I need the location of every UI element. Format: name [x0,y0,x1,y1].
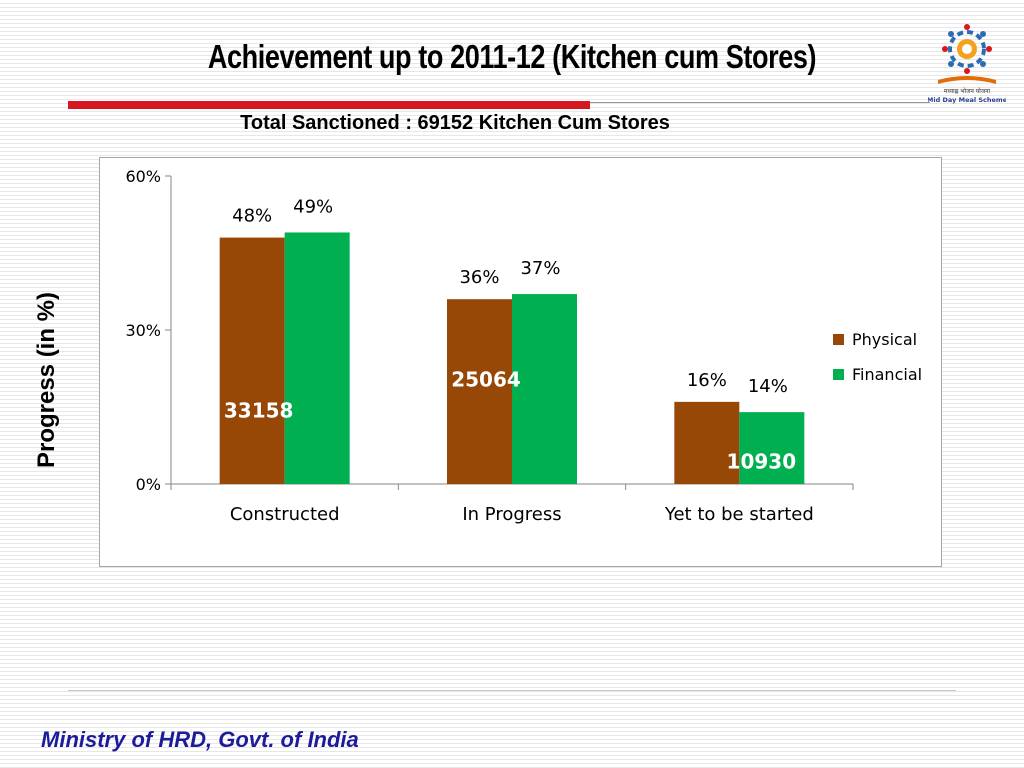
kitchen-count-label: 25064 [451,367,521,391]
legend-label-physical: Physical [852,330,917,349]
chart-frame: 0% 30% 60% 48% 49% 33158 Constructed 36% 37% 2506… [99,157,942,567]
bar-value-label: 37% [520,258,560,279]
bar-financial [284,232,350,484]
bar-value-label: 14% [748,376,788,397]
bar-financial [512,294,577,484]
slide-title: Achievement up to 2011-12 (Kitchen cum S… [207,38,817,75]
footer-text: Ministry of HRD, Govt. of India [41,727,359,752]
bar-physical [447,299,512,484]
y-tick-label: 0% [136,475,161,494]
y-axis-label: Progress (in %) [33,291,60,469]
bar-value-label: 36% [459,267,499,288]
x-category-label: Constructed [230,504,340,525]
logo-book-icon [938,76,996,84]
y-tick-label: 30% [125,321,161,340]
bar-physical [219,237,285,484]
legend-swatch-financial [833,369,844,380]
logo-english-text: Mid Day Meal Scheme [928,96,1006,104]
bar-value-label: 48% [232,206,272,227]
footer-divider [68,690,956,691]
total-sanctioned-subtitle: Total Sanctioned : 69152 Kitchen Cum Sto… [240,112,670,134]
x-category-label: Yet to be started [664,504,814,525]
title-accent-rule [68,101,590,109]
y-tick-label: 60% [125,167,161,186]
legend-swatch-physical [833,334,844,345]
mid-day-meal-logo: मध्याह्न भोजन योजना Mid Day Meal Scheme [927,16,1008,106]
bar-value-label: 16% [687,370,727,391]
title-divider [590,102,930,103]
logo-figures-ring [942,24,992,74]
bar-financial [739,412,805,484]
bar-value-label: 49% [293,196,333,217]
bar-physical [674,401,740,484]
x-category-label: In Progress [462,504,561,525]
kitchen-count-label: 33158 [224,398,294,422]
legend-label-financial: Financial [852,365,922,384]
progress-bar-chart: 0% 30% 60% 48% 49% 33158 Constructed 36% 37% 2506… [125,167,922,525]
logo-hindi-text: मध्याह्न भोजन योजना [944,87,991,95]
kitchen-count-label: 10930 [727,450,797,474]
